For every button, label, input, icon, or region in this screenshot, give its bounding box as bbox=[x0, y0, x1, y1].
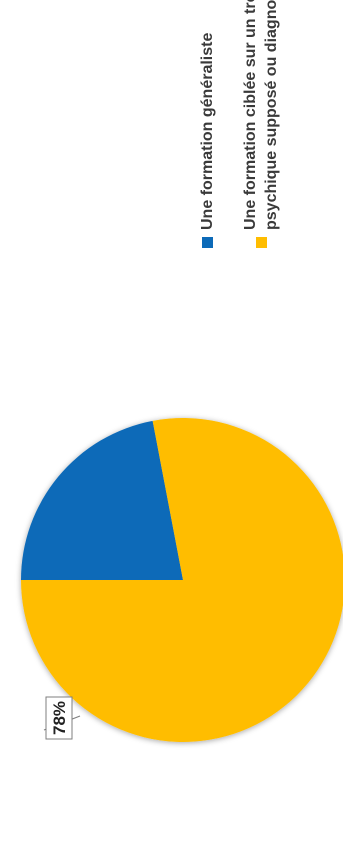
data-labels: 22%78% bbox=[43, 696, 81, 740]
legend-label: Une formation ciblée sur un trouble bbox=[242, 0, 259, 230]
legend-item: Une formation généraliste bbox=[199, 33, 216, 248]
data-label-text: 78% bbox=[50, 701, 69, 735]
legend-swatch bbox=[202, 237, 213, 248]
legend-label: psychique supposé ou diagnostiqué bbox=[263, 0, 280, 230]
pie-slices bbox=[21, 418, 343, 742]
legend-label: Une formation généraliste bbox=[199, 33, 216, 230]
data-label: 78% bbox=[43, 696, 81, 740]
legend-swatch bbox=[256, 237, 267, 248]
pie-slice bbox=[21, 420, 183, 580]
legend: Une formation généraliste Une formation c… bbox=[199, 0, 280, 248]
legend-item: Une formation ciblée sur un trouble psych… bbox=[242, 0, 280, 248]
data-label-box bbox=[45, 696, 73, 740]
pie-slice bbox=[21, 418, 343, 742]
